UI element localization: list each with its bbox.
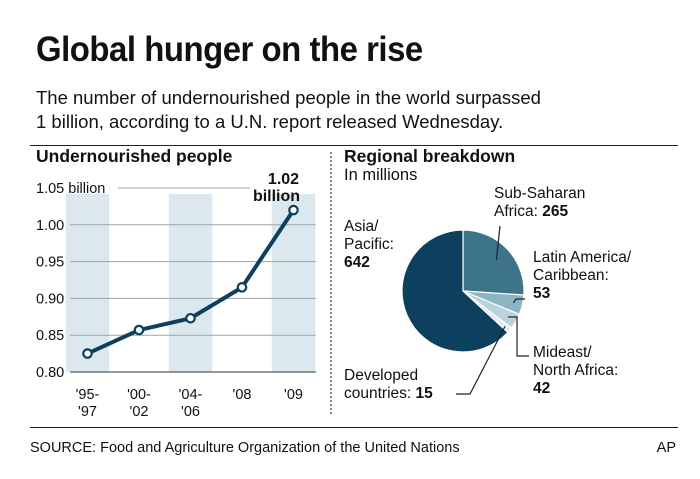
y-tick-label: 0.80	[36, 365, 64, 381]
pie-value-mideast: 42	[533, 380, 551, 397]
x-tick-label: '04-'06	[179, 387, 203, 420]
category-band	[271, 194, 316, 372]
x-tick-label: '95-'97	[76, 387, 100, 420]
pie-label-developed-line1: Developed	[344, 367, 419, 384]
data-point	[288, 204, 299, 216]
pie-value-developed: 15	[415, 385, 433, 402]
bottom-rule	[30, 427, 678, 428]
x-tick-label: '09	[284, 387, 303, 403]
pie-label-asia-pacific: Asia/ Pacific: 642	[344, 218, 394, 272]
line-chart-title: Undernourished people	[36, 146, 233, 166]
x-tick-label: '00-'02	[127, 387, 151, 420]
pie-label-ssa-line1: Sub-Saharan	[494, 185, 586, 202]
category-band	[65, 194, 110, 372]
top-rule	[30, 145, 678, 146]
pie-label-developed: Developed countries: 15	[344, 367, 433, 403]
credit: AP	[656, 440, 676, 456]
pie-chart-subtitle: In millions	[344, 166, 418, 184]
pie-label-latin-america: Latin America/ Caribbean: 53	[533, 249, 631, 303]
pie-label-ssa-line2: Africa:	[494, 203, 538, 220]
pie-label-sub-saharan-africa: Sub-Saharan Africa: 265	[494, 185, 585, 221]
data-point	[185, 312, 196, 324]
x-tick-label: '08	[233, 387, 252, 403]
category-band	[168, 194, 213, 372]
pie-label-asia-line2: Pacific:	[344, 236, 394, 253]
pie-label-mideast-line1: Mideast/	[533, 344, 592, 361]
pie-value-asia: 642	[344, 254, 370, 271]
pie-label-latam-line2: Caribbean:	[533, 267, 609, 284]
data-point	[236, 282, 248, 293]
dek-line-1: The number of undernourished people in t…	[36, 87, 541, 108]
pie-slice-asia	[401, 229, 509, 353]
leader-line-ssa	[495, 225, 501, 260]
y-tick-label: 0.90	[36, 291, 64, 307]
pie-label-developed-line2: countries:	[344, 385, 412, 402]
pie-label-mideast-line2: North Africa:	[533, 362, 619, 379]
annotation-unit: billion	[253, 188, 300, 205]
y-tick-label: 0.95	[36, 255, 64, 271]
headline: Global hunger on the rise	[36, 30, 423, 69]
pie-label-asia-line1: Asia/	[344, 218, 379, 235]
dek-line-2: 1 billion, according to a U.N. report re…	[36, 111, 504, 132]
y-tick-label: 1.00	[36, 218, 64, 234]
source-note: SOURCE: Food and Agriculture Organizatio…	[30, 440, 460, 456]
leader-line-latam	[512, 298, 525, 304]
panel-divider	[330, 152, 332, 414]
pie-slice-ssa	[462, 229, 525, 296]
pie-label-mideast: Mideast/ North Africa: 42	[533, 344, 618, 398]
leader-line-developed	[456, 326, 506, 395]
pie-value-ssa: 265	[542, 203, 569, 220]
y-tick-label: 0.85	[36, 328, 64, 344]
pie-chart-title: Regional breakdown	[344, 146, 516, 166]
y-tick-label: 1.05 billion	[36, 181, 105, 197]
pie-value-latam: 53	[533, 285, 551, 302]
pie-label-latam-line1: Latin America/	[533, 249, 632, 266]
data-point	[133, 324, 145, 336]
annotation-value: 1.02	[268, 171, 299, 188]
leader-line-mideast	[507, 316, 529, 357]
data-point	[82, 348, 93, 359]
